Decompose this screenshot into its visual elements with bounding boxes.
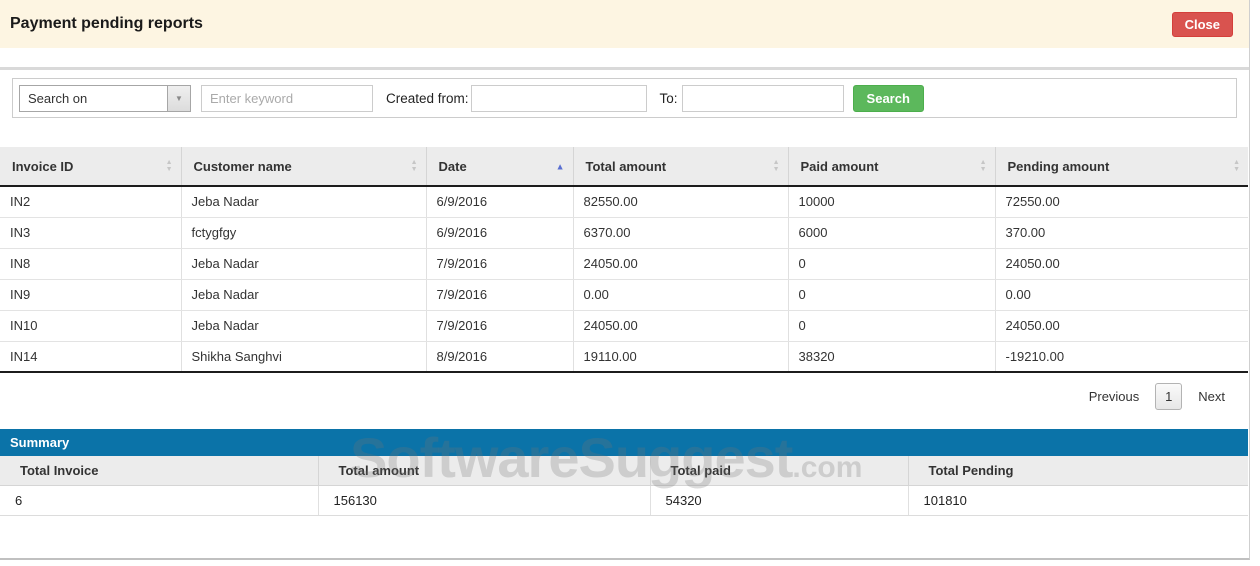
cell-date: 6/9/2016 xyxy=(426,217,573,248)
column-header-invoice-id[interactable]: Invoice ID ▲▼ xyxy=(0,147,181,186)
summary-column-total-invoice: Total Invoice xyxy=(0,456,318,485)
to-input[interactable] xyxy=(682,85,844,112)
cell-pending-amount: -19210.00 xyxy=(995,341,1248,372)
sort-icon: ▲▼ xyxy=(166,159,173,173)
cell-date: 8/9/2016 xyxy=(426,341,573,372)
sort-icon: ▲▼ xyxy=(1233,159,1240,173)
cell-paid-amount: 0 xyxy=(788,310,995,341)
divider xyxy=(0,67,1249,70)
column-label: Invoice ID xyxy=(12,159,73,174)
chevron-down-icon[interactable]: ▼ xyxy=(167,86,190,111)
summary-header-row: Total InvoiceTotal amountTotal paidTotal… xyxy=(0,456,1248,485)
cell-pending-amount: 24050.00 xyxy=(995,310,1248,341)
cell-total-amount: 82550.00 xyxy=(573,186,788,217)
search-on-select[interactable]: Search on ▼ xyxy=(19,85,191,112)
cell-pending-amount: 370.00 xyxy=(995,217,1248,248)
cell-date: 7/9/2016 xyxy=(426,248,573,279)
cell-customer-name: fctygfgy xyxy=(181,217,426,248)
search-button[interactable]: Search xyxy=(853,85,924,112)
cell-date: 6/9/2016 xyxy=(426,186,573,217)
search-on-value: Search on xyxy=(20,86,167,111)
column-header-customer-name[interactable]: Customer name ▲▼ xyxy=(181,147,426,186)
cell-invoice-id: IN14 xyxy=(0,341,181,372)
sort-icon: ▲▼ xyxy=(773,159,780,173)
table-row: IN3fctygfgy6/9/20166370.006000370.00 xyxy=(0,217,1248,248)
summary-value-row: 615613054320101810 xyxy=(0,485,1248,515)
column-label: Date xyxy=(439,159,467,174)
cell-paid-amount: 6000 xyxy=(788,217,995,248)
cell-total-amount: 6370.00 xyxy=(573,217,788,248)
next-button[interactable]: Next xyxy=(1192,385,1231,408)
topbar: Payment pending reports Close xyxy=(0,0,1249,48)
cell-invoice-id: IN9 xyxy=(0,279,181,310)
report-page: Payment pending reports Close Search on … xyxy=(0,0,1250,560)
cell-invoice-id: IN10 xyxy=(0,310,181,341)
summary-value-total-invoice: 6 xyxy=(0,485,318,515)
sort-icon: ▲▼ xyxy=(411,159,418,173)
cell-date: 7/9/2016 xyxy=(426,279,573,310)
to-label: To: xyxy=(660,91,678,106)
summary-value-total-paid: 54320 xyxy=(650,485,908,515)
summary-value-total-pending: 101810 xyxy=(908,485,1248,515)
summary-value-total-amount: 156130 xyxy=(318,485,650,515)
summary-column-total-pending: Total Pending xyxy=(908,456,1248,485)
search-panel: Search on ▼ Created from: To: Search xyxy=(12,78,1237,118)
column-header-total-amount[interactable]: Total amount ▲▼ xyxy=(573,147,788,186)
column-label: Pending amount xyxy=(1008,159,1110,174)
invoice-table: Invoice ID ▲▼ Customer name ▲▼ Date ▲ Total am… xyxy=(0,147,1248,373)
created-from-input[interactable] xyxy=(471,85,647,112)
column-header-pending-amount[interactable]: Pending amount ▲▼ xyxy=(995,147,1248,186)
page-title: Payment pending reports xyxy=(10,15,203,33)
table-row: IN2Jeba Nadar6/9/201682550.001000072550.… xyxy=(0,186,1248,217)
column-label: Customer name xyxy=(194,159,292,174)
close-button[interactable]: Close xyxy=(1172,12,1233,37)
cell-pending-amount: 24050.00 xyxy=(995,248,1248,279)
cell-paid-amount: 10000 xyxy=(788,186,995,217)
table-row: IN8Jeba Nadar7/9/201624050.00024050.00 xyxy=(0,248,1248,279)
table-row: IN9Jeba Nadar7/9/20160.0000.00 xyxy=(0,279,1248,310)
column-header-date[interactable]: Date ▲ xyxy=(426,147,573,186)
summary-table: Total InvoiceTotal amountTotal paidTotal… xyxy=(0,456,1248,516)
page-number-button[interactable]: 1 xyxy=(1155,383,1182,410)
cell-customer-name: Shikha Sanghvi xyxy=(181,341,426,372)
summary-section: Summary Total InvoiceTotal amountTotal p… xyxy=(0,429,1249,516)
cell-customer-name: Jeba Nadar xyxy=(181,186,426,217)
cell-customer-name: Jeba Nadar xyxy=(181,279,426,310)
summary-title: Summary xyxy=(0,429,1248,456)
summary-column-total-paid: Total paid xyxy=(650,456,908,485)
cell-invoice-id: IN8 xyxy=(0,248,181,279)
cell-customer-name: Jeba Nadar xyxy=(181,310,426,341)
column-label: Total amount xyxy=(586,159,667,174)
created-from-label: Created from: xyxy=(386,91,469,106)
keyword-input[interactable] xyxy=(201,85,373,112)
cell-total-amount: 24050.00 xyxy=(573,248,788,279)
cell-invoice-id: IN2 xyxy=(0,186,181,217)
column-header-paid-amount[interactable]: Paid amount ▲▼ xyxy=(788,147,995,186)
summary-column-total-amount: Total amount xyxy=(318,456,650,485)
pagination: Previous 1 Next xyxy=(0,373,1249,419)
table-row: IN10Jeba Nadar7/9/201624050.00024050.00 xyxy=(0,310,1248,341)
cell-total-amount: 24050.00 xyxy=(573,310,788,341)
cell-paid-amount: 0 xyxy=(788,248,995,279)
cell-pending-amount: 0.00 xyxy=(995,279,1248,310)
table-row: IN14Shikha Sanghvi8/9/201619110.0038320-… xyxy=(0,341,1248,372)
cell-invoice-id: IN3 xyxy=(0,217,181,248)
invoice-table-header-row: Invoice ID ▲▼ Customer name ▲▼ Date ▲ Total am… xyxy=(0,147,1248,186)
cell-paid-amount: 38320 xyxy=(788,341,995,372)
cell-pending-amount: 72550.00 xyxy=(995,186,1248,217)
column-label: Paid amount xyxy=(801,159,879,174)
cell-date: 7/9/2016 xyxy=(426,310,573,341)
previous-button[interactable]: Previous xyxy=(1083,385,1146,408)
cell-total-amount: 0.00 xyxy=(573,279,788,310)
cell-total-amount: 19110.00 xyxy=(573,341,788,372)
cell-customer-name: Jeba Nadar xyxy=(181,248,426,279)
sort-ascending-icon: ▲ xyxy=(556,163,565,170)
cell-paid-amount: 0 xyxy=(788,279,995,310)
sort-icon: ▲▼ xyxy=(980,159,987,173)
